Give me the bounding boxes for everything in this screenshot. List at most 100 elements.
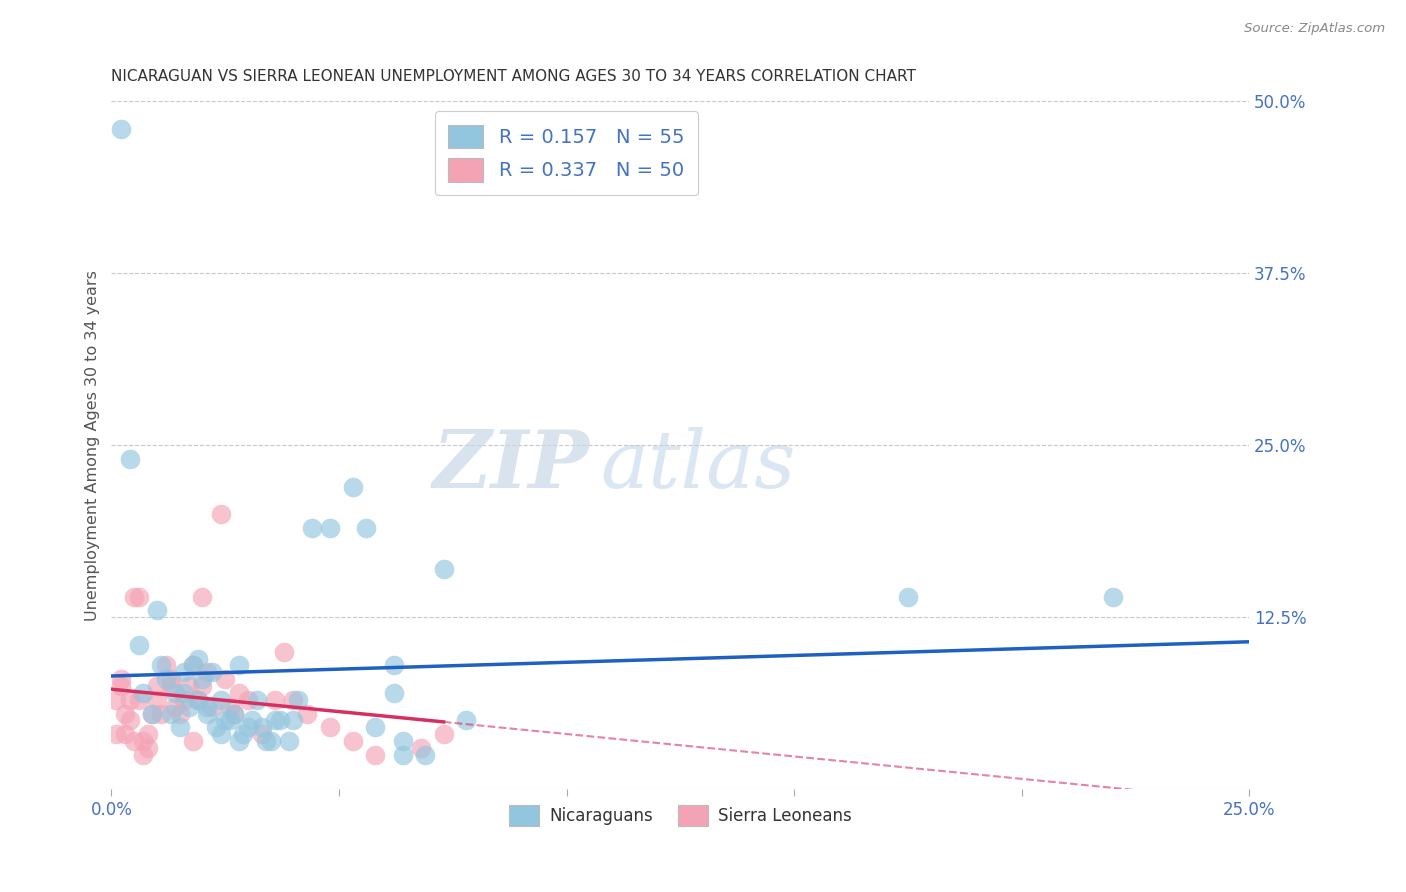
Point bbox=[209, 507, 232, 521]
Point bbox=[200, 665, 222, 680]
Point bbox=[128, 590, 150, 604]
Point bbox=[155, 658, 177, 673]
Point bbox=[277, 734, 299, 748]
Point bbox=[128, 638, 150, 652]
Point bbox=[122, 734, 145, 748]
Text: atlas: atlas bbox=[600, 427, 796, 505]
Point bbox=[110, 121, 132, 136]
Point bbox=[319, 720, 342, 734]
Point bbox=[246, 693, 269, 707]
Point bbox=[169, 720, 191, 734]
Point bbox=[269, 714, 291, 728]
Point bbox=[209, 727, 232, 741]
Point bbox=[150, 706, 173, 721]
Point bbox=[218, 699, 240, 714]
Point bbox=[264, 714, 287, 728]
Point bbox=[897, 590, 920, 604]
Point bbox=[456, 714, 478, 728]
Point bbox=[191, 590, 214, 604]
Point bbox=[200, 699, 222, 714]
Point bbox=[110, 679, 132, 693]
Point bbox=[132, 747, 155, 762]
Point bbox=[228, 686, 250, 700]
Point bbox=[250, 720, 273, 734]
Point bbox=[183, 734, 205, 748]
Point bbox=[118, 714, 141, 728]
Point bbox=[228, 734, 250, 748]
Point bbox=[104, 727, 127, 741]
Point bbox=[254, 734, 277, 748]
Point bbox=[132, 686, 155, 700]
Point bbox=[173, 693, 195, 707]
Point bbox=[287, 693, 309, 707]
Point bbox=[136, 727, 159, 741]
Point bbox=[146, 603, 169, 617]
Point bbox=[209, 693, 232, 707]
Point bbox=[250, 727, 273, 741]
Point bbox=[191, 672, 214, 686]
Point bbox=[114, 727, 136, 741]
Point bbox=[183, 658, 205, 673]
Point bbox=[283, 693, 305, 707]
Point bbox=[1101, 590, 1123, 604]
Y-axis label: Unemployment Among Ages 30 to 34 years: Unemployment Among Ages 30 to 34 years bbox=[86, 270, 100, 621]
Point bbox=[104, 693, 127, 707]
Point bbox=[114, 706, 136, 721]
Point bbox=[260, 734, 283, 748]
Text: Source: ZipAtlas.com: Source: ZipAtlas.com bbox=[1244, 22, 1385, 36]
Point bbox=[150, 658, 173, 673]
Point bbox=[191, 679, 214, 693]
Point bbox=[146, 693, 169, 707]
Point bbox=[391, 747, 413, 762]
Point bbox=[264, 693, 287, 707]
Point bbox=[242, 714, 264, 728]
Point bbox=[214, 714, 236, 728]
Point bbox=[132, 734, 155, 748]
Point bbox=[165, 686, 187, 700]
Point bbox=[159, 679, 181, 693]
Point bbox=[159, 706, 181, 721]
Legend: Nicaraguans, Sierra Leoneans: Nicaraguans, Sierra Leoneans bbox=[502, 799, 858, 832]
Point bbox=[214, 672, 236, 686]
Point bbox=[301, 521, 323, 535]
Point bbox=[391, 734, 413, 748]
Point bbox=[136, 741, 159, 756]
Point bbox=[433, 727, 456, 741]
Point bbox=[118, 693, 141, 707]
Point bbox=[128, 693, 150, 707]
Point bbox=[177, 699, 200, 714]
Point bbox=[236, 693, 259, 707]
Point bbox=[141, 706, 163, 721]
Point bbox=[187, 693, 209, 707]
Point bbox=[183, 658, 205, 673]
Point bbox=[342, 734, 364, 748]
Point bbox=[342, 479, 364, 493]
Point bbox=[409, 741, 432, 756]
Point bbox=[146, 679, 169, 693]
Point bbox=[356, 521, 378, 535]
Point bbox=[205, 720, 228, 734]
Point bbox=[155, 672, 177, 686]
Point bbox=[364, 747, 387, 762]
Point bbox=[141, 706, 163, 721]
Point bbox=[382, 658, 405, 673]
Point bbox=[173, 665, 195, 680]
Point bbox=[415, 747, 437, 762]
Point bbox=[173, 686, 195, 700]
Point bbox=[110, 672, 132, 686]
Point bbox=[228, 658, 250, 673]
Point bbox=[177, 679, 200, 693]
Point bbox=[295, 706, 318, 721]
Point bbox=[195, 699, 218, 714]
Point bbox=[187, 693, 209, 707]
Point bbox=[433, 562, 456, 576]
Point bbox=[232, 727, 254, 741]
Point bbox=[283, 714, 305, 728]
Point bbox=[118, 452, 141, 467]
Point bbox=[382, 686, 405, 700]
Point bbox=[169, 706, 191, 721]
Text: NICARAGUAN VS SIERRA LEONEAN UNEMPLOYMENT AMONG AGES 30 TO 34 YEARS CORRELATION : NICARAGUAN VS SIERRA LEONEAN UNEMPLOYMEN… bbox=[111, 69, 917, 84]
Point bbox=[236, 720, 259, 734]
Point bbox=[224, 706, 246, 721]
Point bbox=[195, 665, 218, 680]
